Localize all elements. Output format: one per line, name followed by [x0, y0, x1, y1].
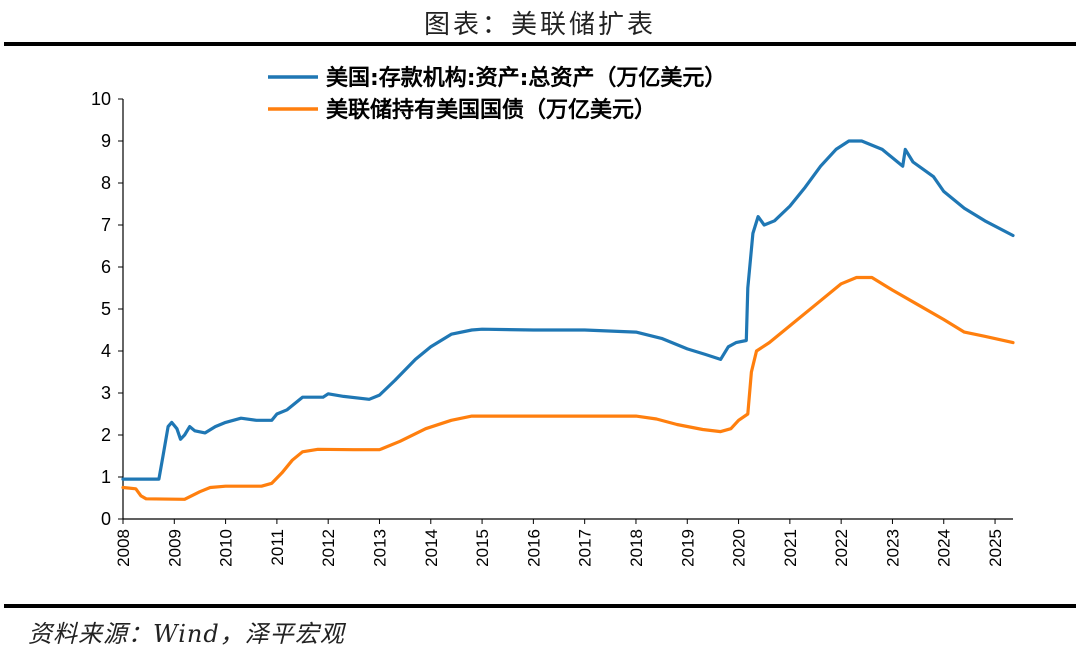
y-tick-label: 2	[101, 425, 111, 445]
legend-label-2: 美联储持有美国国债（万亿美元）	[326, 97, 656, 123]
x-tick-label: 2025	[986, 529, 1005, 567]
chart-title: 图表：美联储扩表	[423, 10, 656, 40]
y-tick-label: 9	[101, 131, 111, 151]
x-tick-label: 2018	[627, 529, 646, 567]
legend-label-1: 美国:存款机构:资产:总资产（万亿美元）	[326, 65, 726, 91]
y-tick-label: 3	[101, 383, 111, 403]
y-axis-ticks: 0 1 2 3 4 5 6 7 8 9 10	[91, 89, 123, 529]
y-tick-label: 10	[91, 89, 111, 109]
x-tick-label: 2009	[165, 529, 184, 567]
series-lines	[121, 139, 1015, 501]
x-tick-label: 2016	[524, 529, 543, 567]
x-axis-ticks: 2008 2009 2010 2011 2012 2013 2014 2015 2016 2017…	[114, 519, 1005, 567]
series-line-2	[121, 275, 1015, 501]
source-note: 资料来源：Wind，泽平宏观	[28, 620, 345, 648]
y-tick-label: 7	[101, 215, 111, 235]
axes	[122, 99, 1013, 520]
x-tick-label: 2019	[678, 529, 697, 567]
x-tick-label: 2014	[422, 529, 441, 567]
x-tick-label: 2015	[473, 529, 492, 567]
x-tick-label: 2020	[730, 529, 749, 567]
series-line-1	[121, 139, 1015, 481]
y-tick-label: 4	[101, 341, 111, 361]
y-tick-label: 6	[101, 257, 111, 277]
x-tick-label: 2010	[217, 529, 236, 567]
y-tick-label: 8	[101, 173, 111, 193]
legend: 美国:存款机构:资产:总资产（万亿美元） 美联储持有美国国债（万亿美元）	[268, 65, 726, 123]
x-tick-label: 2011	[268, 529, 287, 566]
x-tick-label: 2008	[114, 529, 133, 567]
x-tick-label: 2021	[781, 529, 800, 567]
y-tick-label: 1	[101, 467, 111, 487]
x-tick-label: 2024	[935, 529, 954, 567]
x-tick-label: 2013	[370, 529, 389, 567]
x-tick-label: 2012	[319, 529, 338, 567]
x-tick-label: 2022	[832, 529, 851, 567]
x-tick-label: 2023	[883, 529, 902, 567]
top-rule	[4, 42, 1076, 46]
x-tick-label: 2017	[576, 529, 595, 567]
y-tick-label: 5	[101, 299, 111, 319]
y-tick-label: 0	[101, 509, 111, 529]
bottom-rule	[4, 604, 1076, 608]
